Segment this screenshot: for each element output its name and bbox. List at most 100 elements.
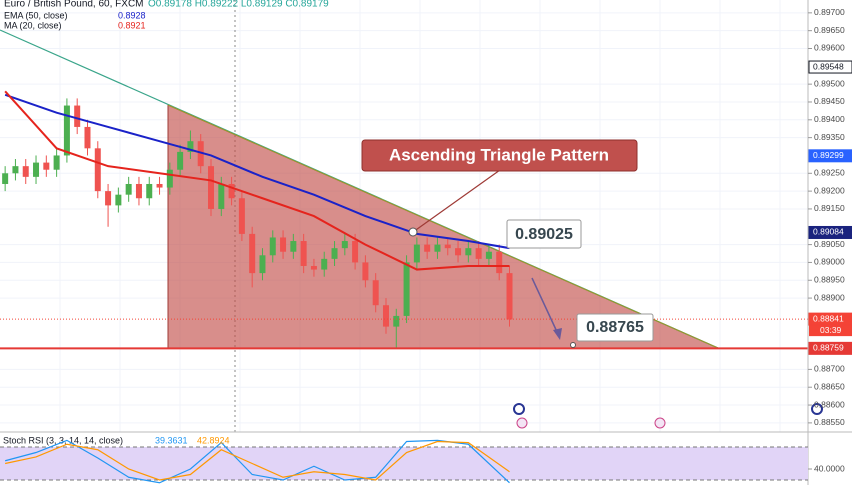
y-tick-label: 0.89600: [814, 43, 845, 53]
y-tick-label: 0.88600: [814, 399, 845, 409]
y-tick-label: 0.89150: [814, 203, 845, 213]
candle-body: [506, 273, 513, 320]
candle-body: [249, 233, 256, 274]
legend: EMA (50, close) 0.8928 MA (20, close) 0.892…: [4, 10, 146, 30]
y-tick-label: 0.89700: [814, 7, 845, 17]
candle-body: [424, 244, 431, 252]
price-callout: [576, 313, 654, 342]
ohlc-label: O0.89178 H0.89222 L0.89129 C0.89179: [148, 0, 329, 10]
candle-body: [403, 262, 410, 316]
candle-body: [146, 183, 153, 199]
price-tag: [808, 225, 852, 239]
candle-body: [496, 251, 503, 274]
pattern-callout: [361, 139, 638, 172]
stoch-tick-label: 40.0000: [814, 463, 845, 473]
legend-value: 0.8928: [118, 10, 146, 20]
arrow-head: [553, 328, 562, 340]
candle-body: [434, 244, 441, 252]
price-tag: [808, 149, 852, 163]
candle-body: [465, 248, 472, 256]
candle-body: [238, 198, 245, 234]
y-tick-label: 0.88700: [814, 364, 845, 374]
countdown-tag: [809, 325, 852, 337]
candle-body: [362, 262, 369, 281]
callout-label: 0.89025: [515, 226, 573, 243]
candle-body: [43, 162, 50, 170]
pattern-label: Ascending Triangle Pattern: [389, 145, 609, 164]
legend-value: 0.8921: [118, 20, 146, 30]
countdown-label: 03:39: [820, 325, 842, 335]
price-tag: [808, 341, 852, 355]
price-tag-label: 0.89548: [813, 61, 844, 71]
arrow: [531, 277, 559, 335]
chart-title: Euro / British Pound, 60, FXCM: [4, 0, 144, 10]
legend-label: EMA (50, close): [4, 10, 68, 20]
candle-body: [331, 248, 338, 259]
price-tag-label: 0.88759: [813, 343, 844, 353]
stoch-line: [5, 440, 510, 481]
ma-line: [4, 90, 510, 271]
y-tick-label: 0.88900: [814, 292, 845, 302]
candle-body: [269, 237, 276, 256]
candle-body: [197, 141, 204, 167]
candle-body: [63, 105, 70, 156]
candle-body: [74, 105, 81, 127]
candle-body: [228, 183, 235, 199]
stoch-lines: [4, 439, 510, 484]
triangle-edge: [167, 104, 719, 349]
candle-body: [280, 237, 287, 252]
candle-body: [33, 162, 40, 177]
candle-body: [156, 183, 163, 188]
y-tick-label: 0.89200: [814, 185, 845, 195]
marks: [0, 90, 808, 350]
y-tick-label: 0.88950: [814, 275, 845, 285]
candle-body: [321, 258, 328, 270]
candle-body: [22, 166, 29, 177]
leader-line: [412, 169, 501, 233]
candle-body: [166, 169, 173, 188]
candle-body: [259, 255, 266, 274]
candle-body: [53, 155, 60, 170]
candle-body: [177, 151, 184, 170]
candle-body: [310, 265, 317, 270]
candle-body: [300, 241, 307, 266]
price-tag-label: 0.88841: [813, 313, 844, 323]
candle-body: [208, 166, 215, 209]
legend-label: MA (20, close): [4, 20, 62, 30]
price-callout: [506, 219, 582, 249]
price-tag-label: 0.89299: [813, 150, 844, 160]
y-axis: 0.89700 0.89650 0.89600 0.89500 0.89450 0.894…: [808, 7, 852, 427]
candle-body: [413, 244, 420, 263]
price-tag-label: 0.89084: [813, 227, 844, 237]
y-tick-label: 0.89000: [814, 257, 845, 267]
y-tick-label: 0.88650: [814, 381, 845, 391]
y-tick-label: 0.89050: [814, 239, 845, 249]
stoch-line: [4, 439, 510, 484]
candle-body: [218, 183, 225, 209]
candle-body: [115, 194, 122, 206]
y-tick-label: 0.89450: [814, 96, 845, 106]
callout-label: 0.88765: [586, 319, 644, 336]
candle-body: [393, 315, 400, 327]
y-tick-label: 0.89400: [814, 114, 845, 124]
candle-body: [475, 248, 482, 259]
candle-body: [372, 280, 379, 306]
candle-body: [135, 183, 142, 199]
candle-body: [94, 148, 101, 192]
anchor-dot: [570, 342, 576, 348]
stoch-value: 39.3631: [155, 435, 188, 445]
candle-body: [485, 251, 492, 259]
candle-body: [2, 173, 9, 184]
y-tick-label: 0.89250: [814, 168, 845, 178]
candle-body: [105, 191, 112, 206]
candle-body: [444, 244, 451, 249]
event-icon: [811, 403, 823, 415]
event-icon: [516, 417, 528, 429]
price-tag: [808, 60, 852, 74]
candle-body: [352, 241, 359, 263]
candle-body: [382, 305, 389, 327]
candle-body: [290, 241, 297, 252]
y-tick-label: 0.89500: [814, 78, 845, 88]
candle-body: [84, 126, 91, 149]
